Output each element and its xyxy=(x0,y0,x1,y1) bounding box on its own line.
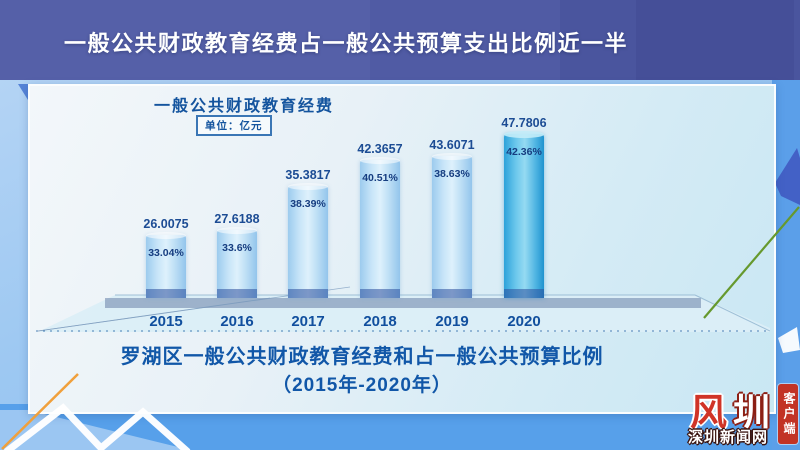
bar-base-shadow xyxy=(288,289,328,298)
right-diamond-shape xyxy=(775,148,800,205)
bar-base-shadow xyxy=(217,289,257,298)
bar-2016 xyxy=(217,227,257,298)
right-white-shard xyxy=(778,327,800,353)
chart-caption-line1: 罗湖区一般公共财政教育经费和占一般公共预算比例 xyxy=(120,346,604,368)
bar-value-label: 43.6071 xyxy=(429,138,475,152)
bar-2020 xyxy=(504,131,544,298)
logo-mark-icon: 风 xyxy=(690,391,727,434)
floor-perspective-line xyxy=(37,297,271,332)
bar-top-cap xyxy=(432,153,472,160)
site-name-text: 深圳新闻网 xyxy=(688,429,769,446)
bar-percent-label: 38.63% xyxy=(434,168,470,180)
bar-2015 xyxy=(146,232,186,298)
client-seal-badge: 客户端 xyxy=(778,384,798,444)
bar-value-label: 42.3657 xyxy=(357,142,403,156)
chart-title: 一般公共财政教育经费 xyxy=(154,96,335,115)
bar-value-label: 26.0075 xyxy=(143,217,189,231)
bar-top-cap xyxy=(288,183,328,190)
x-axis-label-2016: 2016 xyxy=(220,313,254,330)
x-axis-label-2020: 2020 xyxy=(507,313,541,330)
headline-title: 一般公共财政教育经费占一般公共预算支出比例近一半 xyxy=(64,31,629,56)
x-axis-label-2017: 2017 xyxy=(291,313,325,330)
header-banner: 一般公共财政教育经费占一般公共预算支出比例近一半 xyxy=(0,0,800,80)
chart-floor-3d xyxy=(36,286,770,332)
logo-glyph-text: 圳 xyxy=(733,391,770,434)
chart-unit-label: 单位：亿元 xyxy=(196,115,272,136)
bar-2018 xyxy=(360,157,400,298)
bar-value-label: 35.3817 xyxy=(285,168,331,182)
x-axis-label-2018: 2018 xyxy=(363,313,397,330)
x-axis-label-2019: 2019 xyxy=(435,313,469,330)
chart-caption-line2: （2015年-2020年） xyxy=(272,375,452,396)
bar-base-shadow xyxy=(360,289,400,298)
bar-value-label: 27.6188 xyxy=(214,212,260,226)
bar-base-shadow xyxy=(432,289,472,298)
bar-base-shadow xyxy=(146,289,186,298)
bar-percent-label: 42.36% xyxy=(506,146,542,158)
bar-base-shadow xyxy=(504,289,544,298)
bar-percent-label: 40.51% xyxy=(362,172,398,184)
bar-shadow-strip xyxy=(105,298,701,308)
chart-panel: 一般公共财政教育经费 单位：亿元 26.0075 33.04% 2015 27.618… xyxy=(28,84,776,414)
bar-top-cap xyxy=(217,227,257,234)
x-axis-label-2015: 2015 xyxy=(149,313,183,330)
bar-percent-label: 33.6% xyxy=(222,242,252,254)
station-watermark: 风 圳 深圳新闻网 客户端 xyxy=(688,382,800,450)
bar-2017 xyxy=(288,183,328,298)
bars-layer: 26.0075 33.04% 2015 27.6188 33.6% 2016 35.3817… xyxy=(30,86,770,408)
bar-2019 xyxy=(432,153,472,298)
bar-percent-label: 38.39% xyxy=(290,198,326,210)
banner-band xyxy=(636,0,794,80)
bar-top-cap xyxy=(360,157,400,164)
bar-value-label: 47.7806 xyxy=(501,116,547,130)
bar-top-cap xyxy=(504,131,544,138)
bar-top-cap xyxy=(146,232,186,239)
bar-percent-label: 33.04% xyxy=(148,247,184,259)
left-blue-triangle xyxy=(18,84,28,100)
